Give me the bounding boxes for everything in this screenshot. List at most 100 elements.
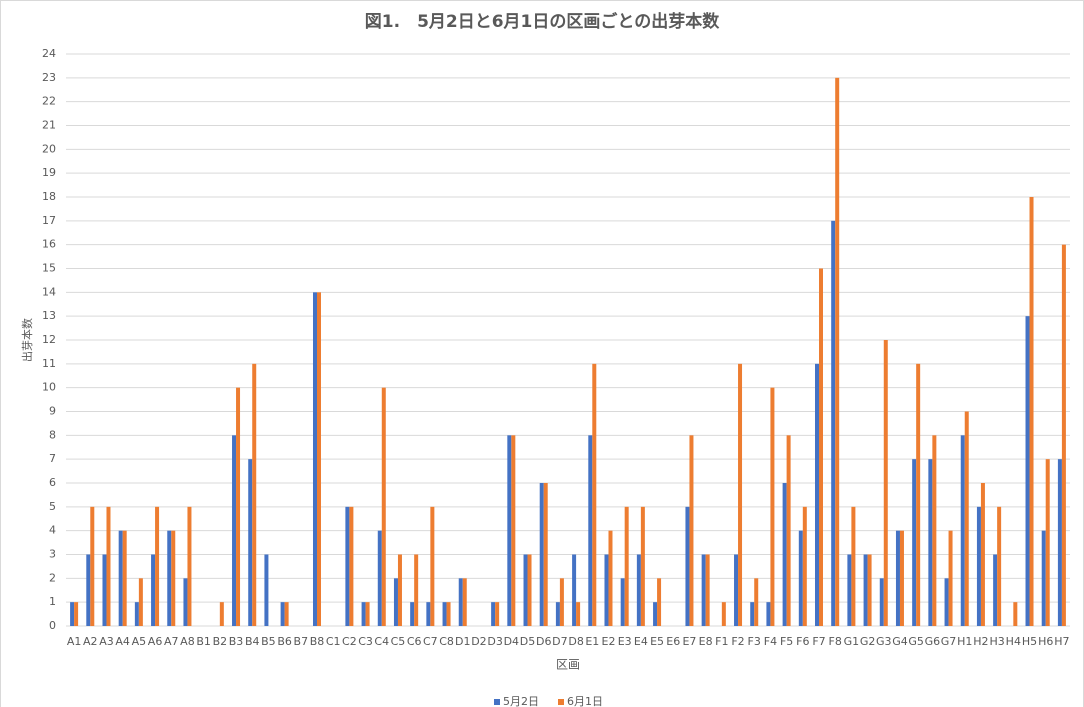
bar [232, 435, 237, 626]
bar [458, 578, 463, 626]
bar [171, 530, 176, 626]
x-tick-label: D8 [568, 635, 583, 648]
bar [802, 506, 807, 626]
bar [912, 459, 917, 626]
x-tick-label: C3 [358, 635, 373, 648]
x-tick-label: F4 [764, 635, 777, 648]
bar [118, 530, 123, 626]
bar [782, 483, 787, 626]
y-tick-label: 23 [42, 71, 56, 84]
bar [1045, 459, 1050, 626]
y-tick-label: 7 [49, 452, 56, 465]
bar [819, 268, 823, 626]
x-tick-label: E8 [699, 635, 713, 648]
bar [507, 435, 512, 626]
bar [414, 554, 419, 626]
x-tick-label: F5 [780, 635, 793, 648]
legend-label: 5月2日 [503, 695, 539, 707]
y-tick-label: 19 [42, 166, 56, 179]
y-tick-label: 16 [42, 238, 56, 251]
x-tick-label: G3 [876, 635, 892, 648]
bar [86, 554, 91, 626]
bar [313, 292, 317, 626]
bar [1025, 316, 1030, 626]
bar [899, 530, 904, 626]
bar [284, 602, 289, 626]
x-tick-label: E5 [650, 635, 664, 648]
x-tick-label: G4 [892, 635, 908, 648]
bar [90, 506, 95, 626]
legend-swatch [558, 699, 564, 705]
y-tick-label: 8 [49, 428, 56, 441]
bar [264, 554, 269, 626]
y-tick-label: 9 [49, 405, 56, 418]
bar [831, 220, 836, 627]
bar [653, 602, 658, 626]
x-tick-label: C4 [374, 635, 389, 648]
bar [867, 554, 872, 626]
y-tick-label: 20 [42, 142, 56, 155]
bar [932, 435, 937, 626]
x-tick-label: H4 [1006, 635, 1021, 648]
bar [604, 554, 609, 626]
bar [576, 602, 581, 626]
x-tick-label: B3 [229, 635, 244, 648]
y-tick-label: 5 [49, 500, 56, 513]
x-tick-label: C7 [423, 635, 438, 648]
y-tick-label: 13 [42, 309, 56, 322]
bar [430, 506, 435, 626]
x-tick-label: E4 [634, 635, 648, 648]
bar [495, 602, 500, 626]
bar [685, 506, 690, 626]
bar [738, 363, 743, 626]
bar [410, 602, 415, 626]
bar [1057, 459, 1062, 626]
bar [754, 578, 759, 626]
y-tick-label: 6 [49, 476, 56, 489]
x-tick-label: A8 [180, 635, 195, 648]
bar [851, 506, 856, 626]
bar [70, 602, 75, 626]
x-tick-label: C1 [326, 635, 341, 648]
x-tick-label: H3 [989, 635, 1004, 648]
x-tick-label: F6 [796, 635, 809, 648]
bar [976, 506, 981, 626]
x-tick-label: H2 [973, 635, 988, 648]
x-tick-label: G1 [844, 635, 860, 648]
x-tick-label: C2 [342, 635, 357, 648]
bar [442, 602, 447, 626]
bar [766, 602, 771, 626]
bar [916, 363, 921, 626]
x-tick-label: E6 [666, 635, 680, 648]
x-tick-label: H7 [1054, 635, 1069, 648]
x-tick-label: B4 [245, 635, 260, 648]
bar [980, 483, 985, 626]
x-tick-label: D1 [455, 635, 470, 648]
x-tick-label: E3 [618, 635, 632, 648]
x-tick-label: G5 [908, 635, 924, 648]
x-tick-label: B7 [294, 635, 309, 648]
bar [167, 530, 172, 626]
bar [555, 602, 560, 626]
y-tick-label: 24 [42, 47, 56, 60]
bar [786, 435, 791, 626]
y-tick-label: 10 [42, 381, 56, 394]
y-tick-label: 22 [42, 95, 56, 108]
bar [572, 554, 577, 626]
x-tick-label: F1 [715, 635, 728, 648]
bar [155, 506, 160, 626]
x-tick-label: D6 [536, 635, 551, 648]
bar [187, 506, 192, 626]
x-tick-label: A5 [132, 635, 147, 648]
y-tick-label: 0 [49, 619, 56, 632]
legend-swatch [494, 699, 500, 705]
bar [365, 602, 370, 626]
bar [236, 387, 241, 626]
bar [252, 363, 257, 626]
bar [219, 602, 224, 626]
bar [993, 554, 998, 626]
bar [657, 578, 662, 626]
bar [559, 578, 564, 626]
x-tick-label: B1 [196, 635, 211, 648]
y-tick-label: 1 [49, 595, 56, 608]
